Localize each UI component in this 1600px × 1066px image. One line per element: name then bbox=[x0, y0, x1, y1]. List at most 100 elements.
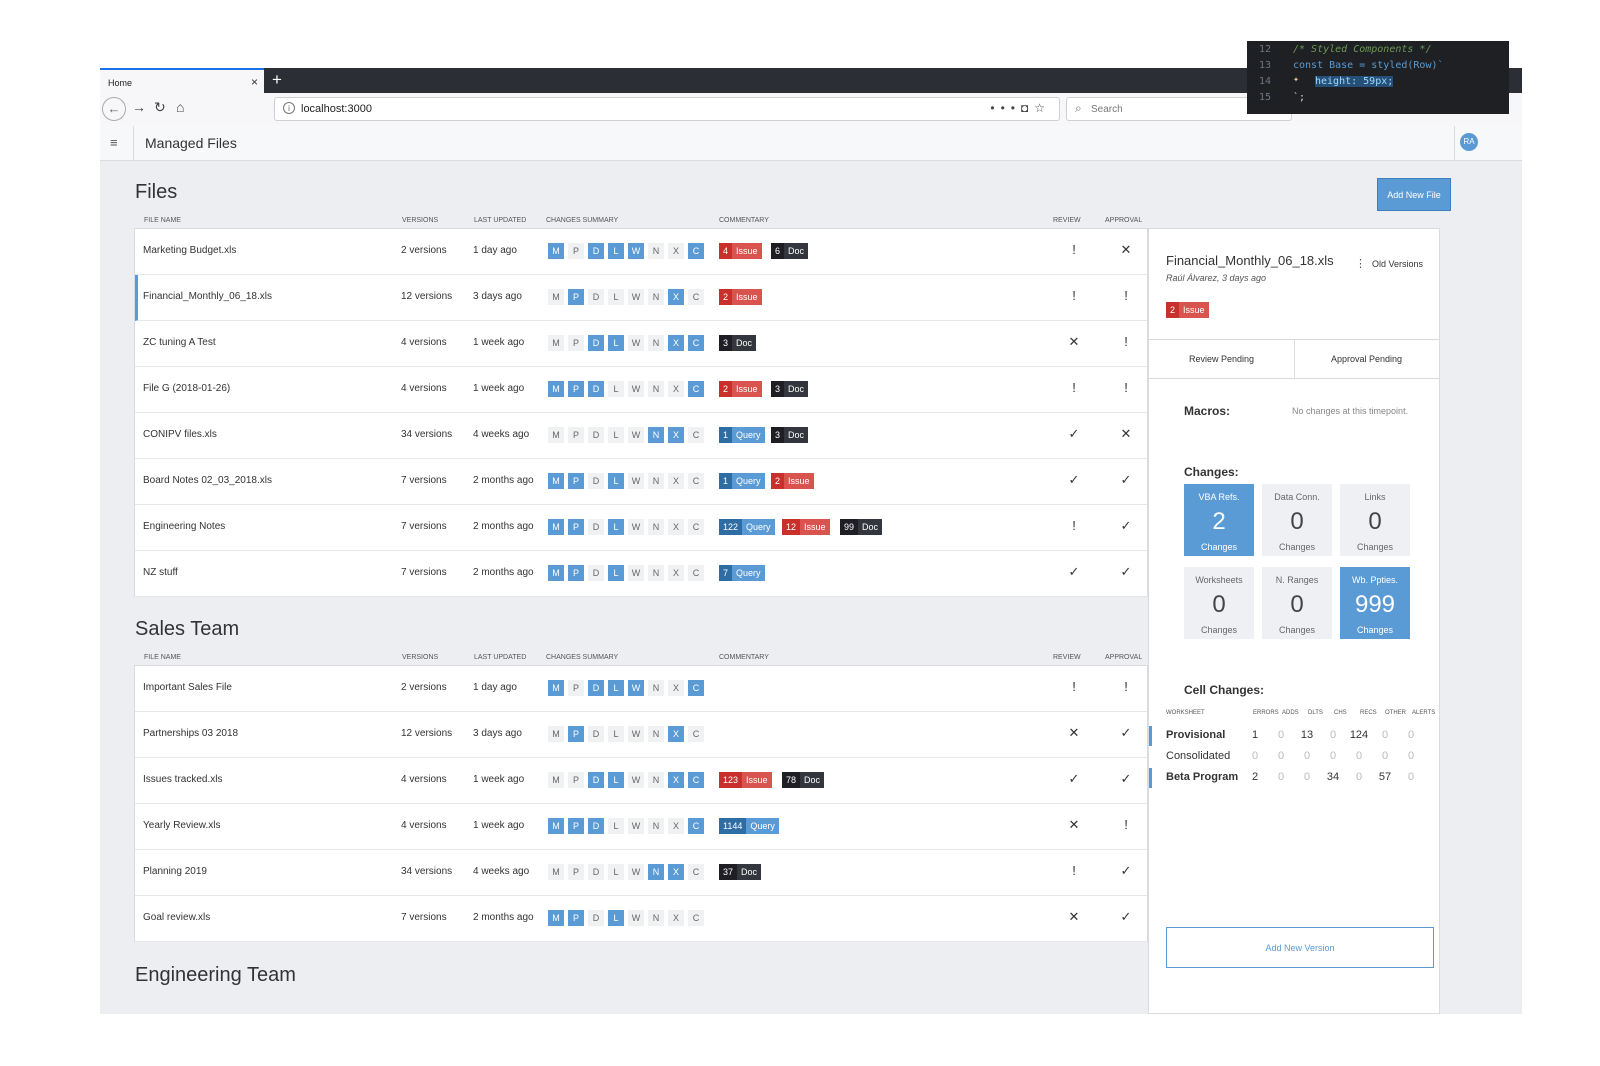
forward-icon[interactable]: → bbox=[132, 99, 146, 115]
back-icon[interactable]: ← bbox=[102, 97, 126, 121]
change-chip-l[interactable]: L bbox=[608, 519, 624, 535]
change-chip-c[interactable]: C bbox=[688, 726, 704, 742]
change-chip-p[interactable]: P bbox=[568, 726, 584, 742]
change-chip-m[interactable]: M bbox=[548, 910, 564, 926]
change-chip-d[interactable]: D bbox=[588, 427, 604, 443]
change-chip-d[interactable]: D bbox=[588, 473, 604, 489]
change-chip-d[interactable]: D bbox=[588, 726, 604, 742]
table-row[interactable]: Important Sales File 2 versions 1 day ago M… bbox=[135, 666, 1147, 712]
issue-badge[interactable]: 4 Issue bbox=[719, 243, 762, 259]
change-chip-l[interactable]: L bbox=[608, 473, 624, 489]
change-chip-w[interactable]: W bbox=[628, 473, 644, 489]
change-chip-w[interactable]: W bbox=[628, 289, 644, 305]
change-chip-n[interactable]: N bbox=[648, 289, 664, 305]
new-tab-icon[interactable]: + bbox=[272, 70, 282, 89]
change-chip-l[interactable]: L bbox=[608, 680, 624, 696]
change-chip-p[interactable]: P bbox=[568, 910, 584, 926]
change-chip-l[interactable]: L bbox=[608, 335, 624, 351]
change-chip-m[interactable]: M bbox=[548, 381, 564, 397]
change-card[interactable]: N. Ranges 0 Changes bbox=[1262, 567, 1332, 639]
change-chip-l[interactable]: L bbox=[608, 427, 624, 443]
change-chip-c[interactable]: C bbox=[688, 473, 704, 489]
change-chip-p[interactable]: P bbox=[568, 381, 584, 397]
info-icon[interactable]: i bbox=[283, 102, 295, 114]
change-chip-c[interactable]: C bbox=[688, 910, 704, 926]
page-actions[interactable]: •••◘☆ bbox=[990, 101, 1051, 115]
change-chip-x[interactable]: X bbox=[668, 381, 684, 397]
review-status-icon[interactable]: ✕ bbox=[1068, 725, 1080, 740]
table-row[interactable]: File G (2018-01-26) 4 versions 1 week ago M… bbox=[135, 367, 1147, 413]
change-chip-w[interactable]: W bbox=[628, 726, 644, 742]
change-chip-w[interactable]: W bbox=[628, 818, 644, 834]
change-chip-c[interactable]: C bbox=[688, 427, 704, 443]
change-card[interactable]: Worksheets 0 Changes bbox=[1184, 567, 1254, 639]
review-status-icon[interactable]: ✕ bbox=[1068, 909, 1080, 924]
change-chip-p[interactable]: P bbox=[568, 427, 584, 443]
change-chip-w[interactable]: W bbox=[628, 565, 644, 581]
menu-icon[interactable]: ≡ bbox=[110, 135, 118, 150]
file-name[interactable]: Marketing Budget.xls bbox=[143, 245, 237, 256]
change-chip-p[interactable]: P bbox=[568, 680, 584, 696]
change-chip-c[interactable]: C bbox=[688, 335, 704, 351]
change-card[interactable]: Links 0 Changes bbox=[1340, 484, 1410, 556]
change-card[interactable]: VBA Refs. 2 Changes bbox=[1184, 484, 1254, 556]
doc-badge[interactable]: 37 Doc bbox=[719, 864, 762, 880]
change-chip-m[interactable]: M bbox=[548, 243, 564, 259]
approval-status-icon[interactable]: ✓ bbox=[1120, 909, 1132, 924]
issue-badge[interactable]: 12 Issue bbox=[782, 519, 830, 535]
review-status-icon[interactable]: ! bbox=[1072, 242, 1076, 257]
review-status-icon[interactable]: ✓ bbox=[1068, 472, 1080, 487]
review-status-icon[interactable]: ✓ bbox=[1068, 426, 1080, 441]
change-chip-p[interactable]: P bbox=[568, 772, 584, 788]
change-chip-n[interactable]: N bbox=[648, 818, 664, 834]
approval-status-icon[interactable]: ✓ bbox=[1120, 472, 1132, 487]
panel-issue-badge[interactable]: 2 Issue bbox=[1166, 302, 1209, 318]
change-chip-l[interactable]: L bbox=[608, 565, 624, 581]
change-chip-d[interactable]: D bbox=[588, 680, 604, 696]
change-card[interactable]: Data Conn. 0 Changes bbox=[1262, 484, 1332, 556]
cell-changes-row[interactable]: Beta Program 2 0 0 34 0 57 0 bbox=[1149, 768, 1442, 788]
change-chip-n[interactable]: N bbox=[648, 864, 664, 880]
change-chip-d[interactable]: D bbox=[588, 818, 604, 834]
review-status-icon[interactable]: ✕ bbox=[1068, 334, 1080, 349]
issue-badge[interactable]: 2 Issue bbox=[719, 289, 762, 305]
file-name[interactable]: NZ stuff bbox=[143, 567, 178, 578]
table-row[interactable]: Yearly Review.xls 4 versions 1 week ago M P D… bbox=[135, 804, 1147, 850]
change-chip-m[interactable]: M bbox=[548, 427, 564, 443]
doc-badge[interactable]: 78 Doc bbox=[782, 772, 825, 788]
doc-badge[interactable]: 3 Doc bbox=[719, 335, 757, 351]
change-chip-m[interactable]: M bbox=[548, 565, 564, 581]
change-chip-l[interactable]: L bbox=[608, 381, 624, 397]
change-chip-l[interactable]: L bbox=[608, 818, 624, 834]
review-status-icon[interactable]: ! bbox=[1072, 863, 1076, 878]
worksheet-name[interactable]: Provisional bbox=[1166, 729, 1226, 741]
change-chip-w[interactable]: W bbox=[628, 243, 644, 259]
file-name[interactable]: CONIPV files.xls bbox=[143, 429, 217, 440]
approval-status-icon[interactable]: ! bbox=[1124, 288, 1128, 303]
review-status-icon[interactable]: ✓ bbox=[1068, 771, 1080, 786]
review-status-icon[interactable]: ! bbox=[1072, 288, 1076, 303]
query-badge[interactable]: 7 Query bbox=[719, 565, 765, 581]
change-chip-m[interactable]: M bbox=[548, 680, 564, 696]
change-chip-x[interactable]: X bbox=[668, 910, 684, 926]
change-chip-l[interactable]: L bbox=[608, 910, 624, 926]
bookmark-star-icon[interactable]: ☆ bbox=[1034, 101, 1051, 115]
file-name[interactable]: Financial_Monthly_06_18.xls bbox=[143, 291, 272, 302]
file-name[interactable]: ZC tuning A Test bbox=[143, 337, 216, 348]
url-text[interactable]: localhost:3000 bbox=[301, 103, 372, 115]
doc-badge[interactable]: 99 Doc bbox=[840, 519, 883, 535]
change-card[interactable]: Wb. Ppties. 999 Changes bbox=[1340, 567, 1410, 639]
avatar[interactable]: RA bbox=[1460, 133, 1478, 151]
add-new-file-button[interactable]: Add New File bbox=[1377, 178, 1451, 211]
change-chip-n[interactable]: N bbox=[648, 565, 664, 581]
change-chip-m[interactable]: M bbox=[548, 818, 564, 834]
change-chip-d[interactable]: D bbox=[588, 243, 604, 259]
change-chip-x[interactable]: X bbox=[668, 427, 684, 443]
change-chip-w[interactable]: W bbox=[628, 519, 644, 535]
query-badge[interactable]: 1 Query bbox=[719, 473, 765, 489]
approval-status-icon[interactable]: ✓ bbox=[1120, 771, 1132, 786]
change-chip-m[interactable]: M bbox=[548, 289, 564, 305]
doc-badge[interactable]: 3 Doc bbox=[771, 427, 809, 443]
query-badge[interactable]: 1 Query bbox=[719, 427, 765, 443]
query-badge[interactable]: 122 Query bbox=[719, 519, 775, 535]
